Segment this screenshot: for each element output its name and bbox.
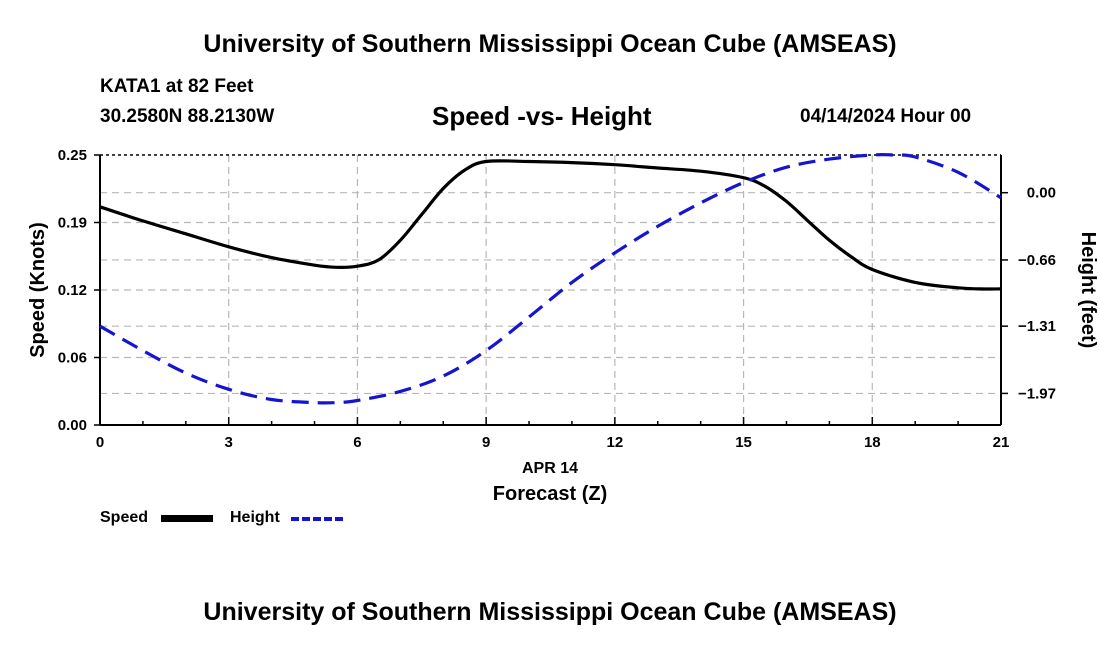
y-axis-label: Speed (Knots) bbox=[27, 222, 49, 358]
x-axis-label: Forecast (Z) bbox=[493, 483, 607, 505]
y2-axis-label: Height (feet) bbox=[1077, 232, 1099, 349]
legend-speed-label: Speed bbox=[100, 509, 149, 526]
x-tick-label: 9 bbox=[482, 434, 490, 451]
speed-series-line bbox=[99, 159, 1002, 291]
x-tick-label: 0 bbox=[96, 434, 104, 451]
x-tick-label: 15 bbox=[735, 434, 752, 451]
footer-title: University of Southern Mississippi Ocean… bbox=[203, 598, 897, 626]
y-tick-label: 0.12 bbox=[58, 282, 87, 299]
x-tick-label: 3 bbox=[225, 434, 233, 451]
legend-height-label: Height bbox=[230, 509, 280, 526]
y2-tick-label: −1.31 bbox=[1018, 318, 1056, 335]
y2-tick-label: −1.97 bbox=[1018, 385, 1056, 402]
y-tick-label: 0.19 bbox=[58, 215, 87, 232]
forecast-datetime: 04/14/2024 Hour 00 bbox=[800, 106, 972, 127]
y-tick-label: 0.25 bbox=[58, 147, 87, 164]
station-label: KATA1 at 82 Feet bbox=[100, 76, 254, 97]
x-axis-sublabel: APR 14 bbox=[522, 460, 578, 477]
chart-title: Speed -vs- Height bbox=[432, 101, 652, 131]
legend-height-line bbox=[291, 517, 343, 521]
page-title: University of Southern Mississippi Ocean… bbox=[203, 30, 897, 58]
y2-tick-label: −0.66 bbox=[1018, 252, 1056, 269]
y-tick-label: 0.06 bbox=[58, 350, 87, 367]
x-tick-label: 21 bbox=[993, 434, 1010, 451]
legend-speed-line bbox=[161, 515, 213, 522]
x-tick-label: 6 bbox=[353, 434, 361, 451]
x-tick-label: 12 bbox=[607, 434, 624, 451]
x-tick-label: 18 bbox=[864, 434, 881, 451]
coordinates-label: 30.2580N 88.2130W bbox=[100, 106, 275, 127]
y-tick-label: 0.00 bbox=[58, 417, 87, 434]
height-series-line bbox=[99, 153, 1002, 405]
y2-tick-label: 0.00 bbox=[1027, 185, 1056, 202]
speed-height-chart: 0 3 6 9 12 15 18 21 0.00 0.06 0.12 0.19 0.25 −1.97 −1.… bbox=[27, 147, 1099, 505]
